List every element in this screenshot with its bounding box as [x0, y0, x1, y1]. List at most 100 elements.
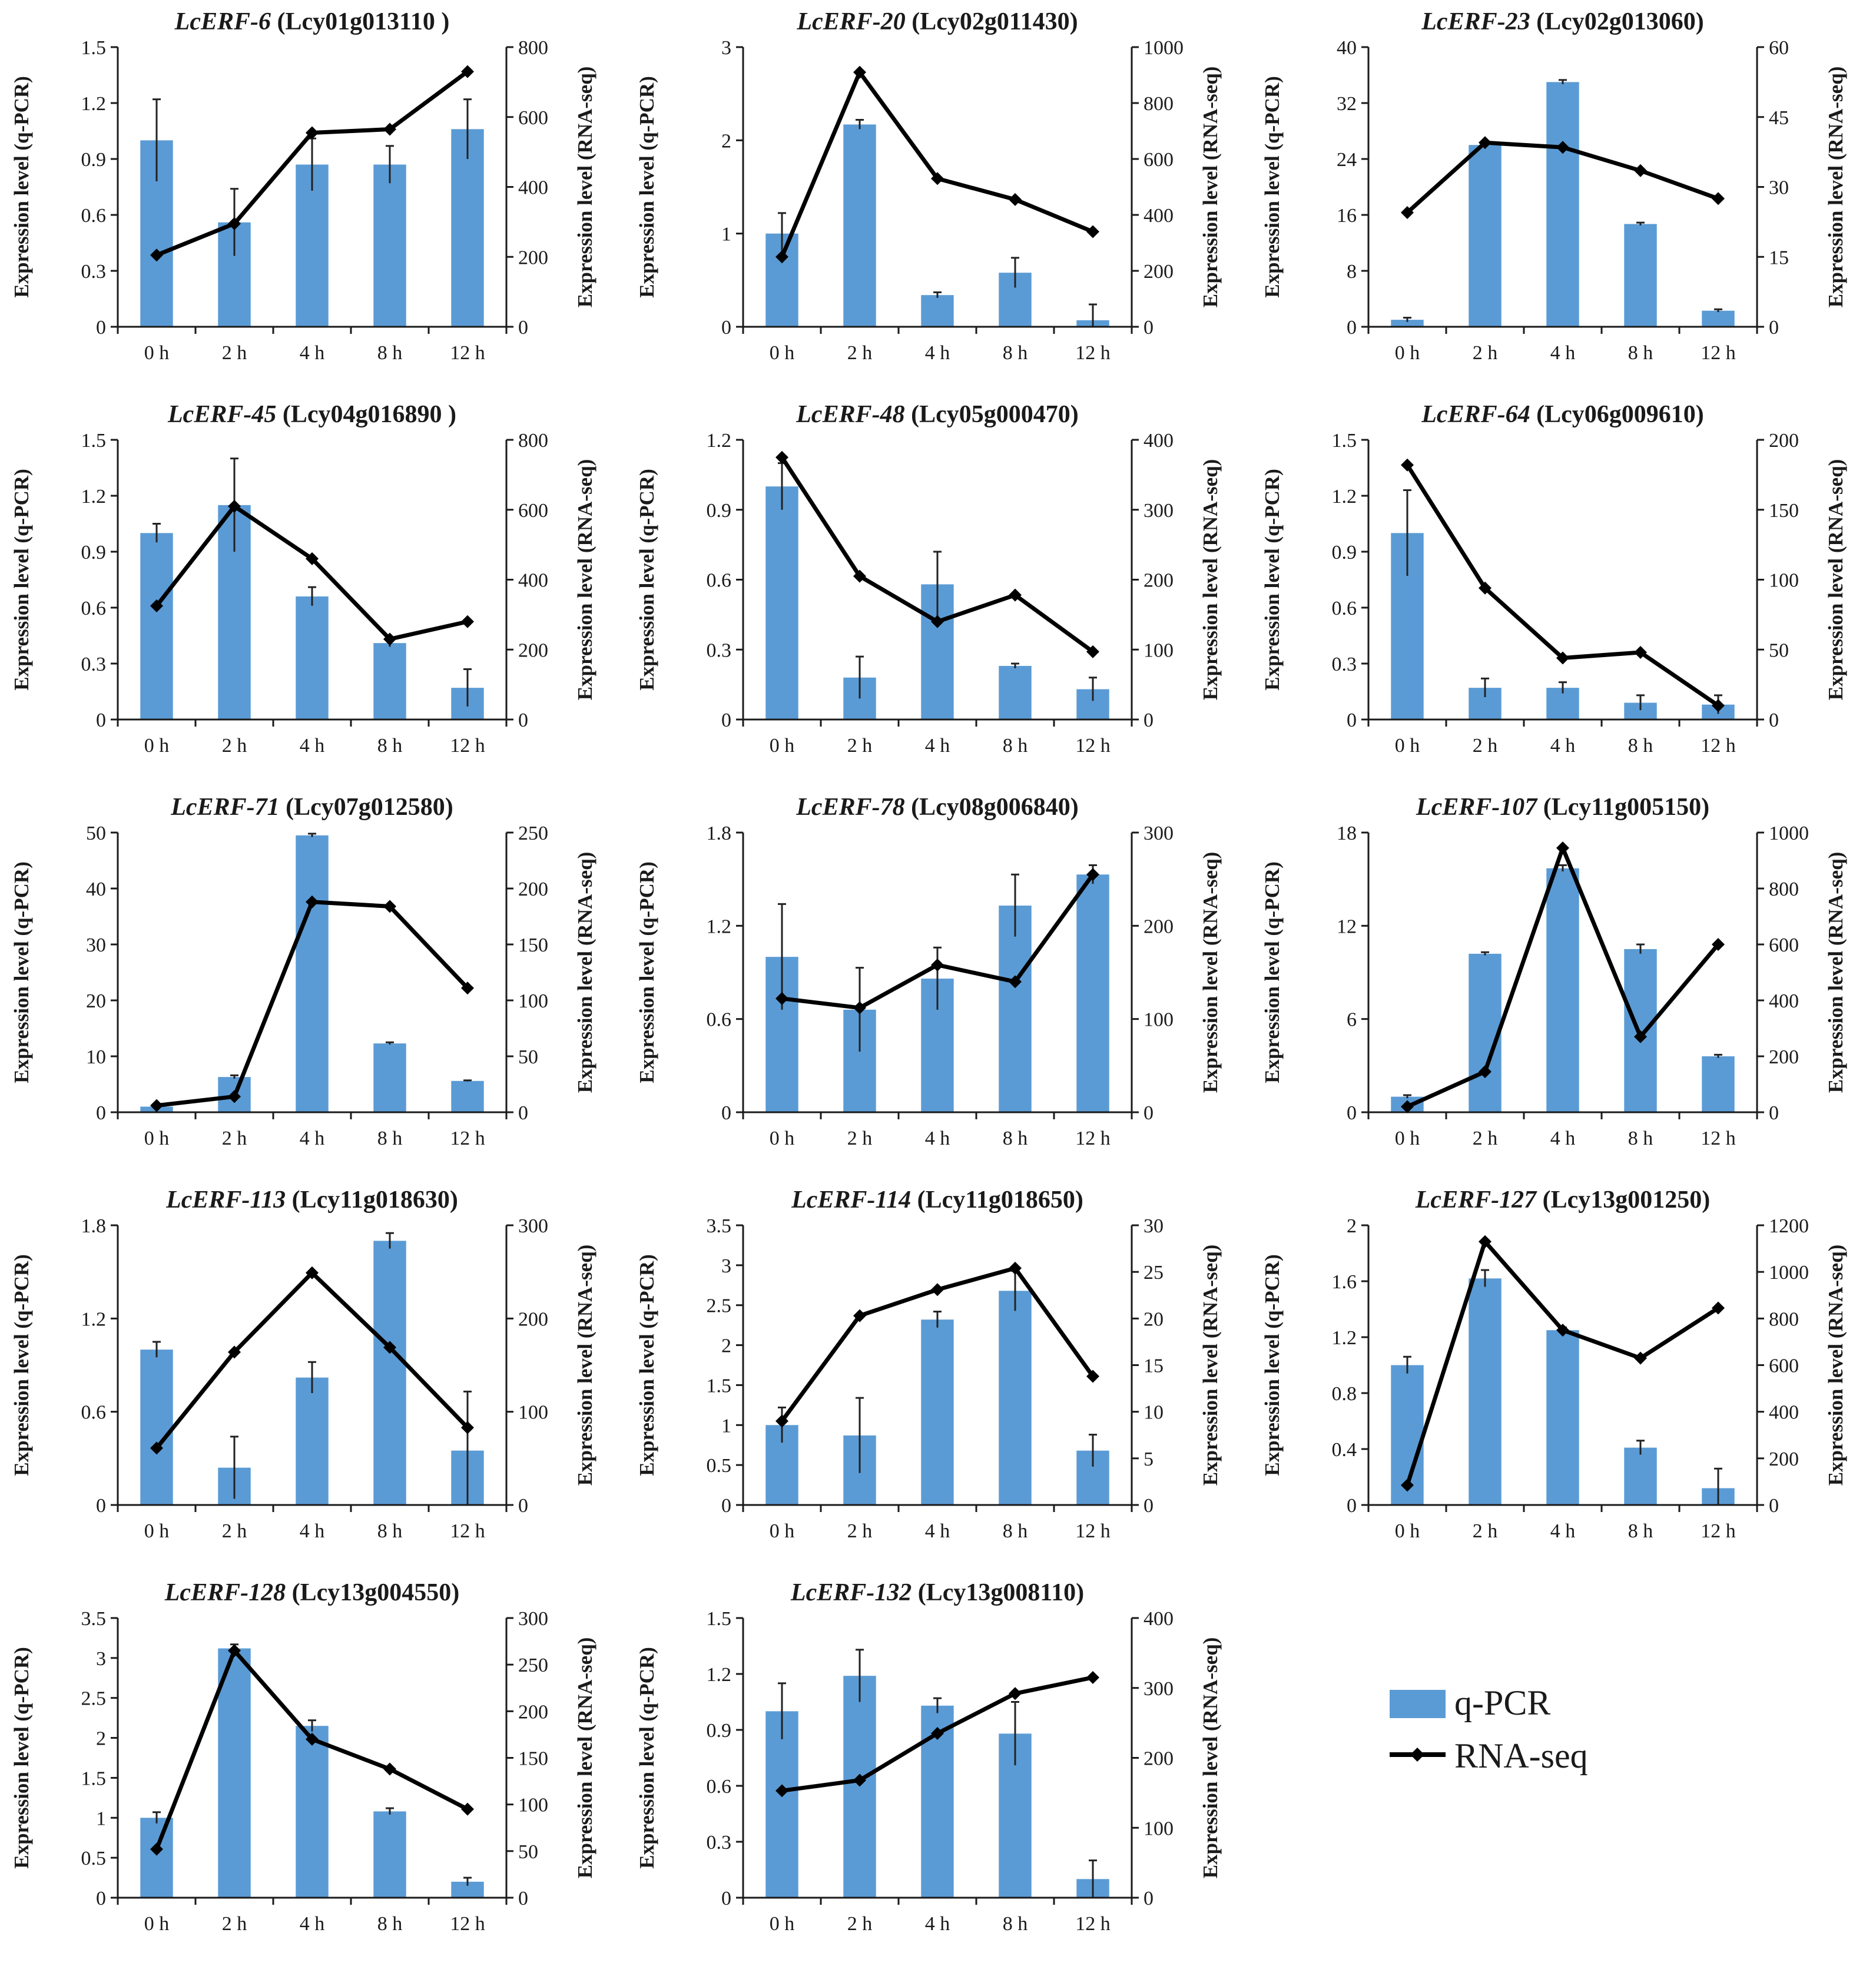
right-tick-label: 100 [1144, 1818, 1174, 1839]
right-axis-label: Expression level (RNA-seq) [574, 67, 596, 308]
rnaseq-point [150, 1441, 163, 1455]
qpcr-bar [1469, 145, 1502, 327]
x-tick-label: 12 h [1075, 1520, 1111, 1542]
chart-title: LcERF-132 (Lcy13g008110) [790, 1579, 1084, 1606]
left-axis-label: Expression level (q-PCR) [1261, 469, 1284, 691]
rnaseq-point [461, 1421, 474, 1434]
qpcr-bar [843, 124, 876, 327]
x-tick-label: 8 h [377, 1520, 403, 1542]
right-tick-label: 150 [518, 1748, 548, 1770]
rnaseq-point [150, 1842, 163, 1856]
right-tick-label: 250 [518, 1655, 548, 1676]
x-tick-label: 8 h [377, 735, 403, 757]
x-tick-label: 2 h [847, 735, 873, 757]
rnaseq-point [383, 1341, 396, 1354]
right-tick-label: 200 [518, 247, 548, 268]
gene-name: LcERF-107 [1416, 794, 1538, 821]
rnaseq-point [853, 569, 866, 583]
chart-title: LcERF-20 (Lcy02g011430) [796, 8, 1078, 35]
rnaseq-point [775, 1414, 788, 1428]
x-tick-label: 0 h [770, 735, 795, 757]
rnaseq-point [931, 958, 944, 972]
left-tick-label: 0 [721, 1495, 731, 1517]
right-tick-label: 150 [518, 934, 548, 956]
right-tick-label: 600 [1769, 934, 1799, 956]
left-tick-label: 40 [1337, 37, 1357, 59]
qpcr-bar [451, 129, 484, 327]
x-tick-label: 2 h [1473, 1520, 1498, 1542]
x-tick-label: 8 h [1003, 1520, 1028, 1542]
chart-svg: LcERF-6 (Lcy01g013110 ) 0 0.3 0.6 0.9 1.2 1.5 0… [10, 8, 596, 364]
left-tick-label: 24 [1337, 149, 1357, 171]
rnaseq-point [1634, 164, 1647, 177]
rnaseq-point [1401, 1100, 1414, 1113]
rnaseq-point [1634, 1030, 1647, 1043]
left-tick-label: 3 [96, 1648, 106, 1670]
x-tick-label: 4 h [1550, 735, 1576, 757]
right-tick-label: 400 [1769, 1402, 1799, 1424]
left-tick-label: 3 [721, 37, 731, 59]
qpcr-bar [373, 1043, 406, 1112]
left-tick-label: 0.3 [707, 639, 732, 661]
chart-panel: LcERF-78 (Lcy08g006840) 0 0.6 1.2 1.8 0 100 200… [625, 785, 1251, 1178]
left-tick-label: 2 [721, 130, 731, 152]
gene-id: (Lcy13g008110) [912, 1579, 1084, 1606]
left-tick-label: 1.2 [81, 1308, 107, 1330]
gene-name: LcERF-132 [790, 1579, 912, 1606]
right-axis-label: Expression level (RNA-seq) [1824, 459, 1847, 701]
left-tick-label: 1.5 [707, 1375, 732, 1397]
rnaseq-point [1556, 651, 1569, 665]
rnaseq-point [228, 499, 241, 513]
qpcr-bar [451, 1080, 484, 1112]
left-axis-label: Expression level (q-PCR) [1261, 76, 1284, 298]
left-tick-label: 0 [96, 1888, 106, 1909]
qpcr-bar [1624, 224, 1657, 327]
left-tick-label: 1 [96, 1808, 106, 1829]
left-tick-label: 0 [721, 710, 731, 731]
x-tick-label: 8 h [1628, 342, 1653, 364]
chart-svg: LcERF-128 (Lcy13g004550) 0 0.5 1 1.5 2 2.5 3 3.5… [10, 1579, 596, 1935]
left-tick-label: 0 [721, 1888, 731, 1909]
right-tick-label: 0 [1144, 317, 1154, 339]
right-tick-label: 100 [1769, 570, 1799, 592]
qpcr-bar [140, 1818, 173, 1898]
rnaseq-point [1086, 645, 1099, 658]
left-axis-label: Expression level (q-PCR) [635, 1254, 658, 1476]
rnaseq-point [1634, 1351, 1647, 1365]
left-tick-label: 0 [1347, 317, 1357, 339]
chart-svg: LcERF-113 (Lcy11g018630) 0 0.6 1.2 1.8 0 100 20… [10, 1186, 596, 1542]
rnaseq-point [853, 65, 866, 79]
chart-panel: LcERF-23 (Lcy02g013060) 0 8 16 24 32 40 0 15 30 45… [1251, 0, 1876, 393]
gene-name: LcERF-64 [1421, 401, 1530, 428]
right-tick-label: 300 [518, 1608, 548, 1630]
right-tick-label: 200 [518, 639, 548, 661]
right-tick-label: 400 [518, 177, 548, 199]
left-tick-label: 0.6 [707, 1009, 732, 1031]
gene-id: (Lcy07g012580) [280, 794, 453, 821]
left-tick-label: 3.5 [707, 1215, 732, 1237]
right-tick-label: 15 [1769, 247, 1789, 268]
left-tick-label: 1.2 [707, 1664, 732, 1686]
x-tick-label: 8 h [1003, 1128, 1028, 1149]
qpcr-bar [843, 1676, 876, 1898]
right-axis-label: Expression level (RNA-seq) [1824, 852, 1847, 1093]
left-axis-label: Expression level (q-PCR) [10, 861, 33, 1083]
qpcr-bar [1546, 82, 1579, 327]
right-tick-label: 100 [1144, 639, 1174, 661]
gene-id: (Lcy13g001250) [1536, 1186, 1710, 1214]
qpcr-bar [1469, 953, 1502, 1112]
rnaseq-point [1712, 192, 1725, 205]
gene-name: LcERF-48 [796, 401, 904, 428]
left-tick-label: 3 [721, 1255, 731, 1277]
right-tick-label: 300 [1144, 1678, 1174, 1700]
rnaseq-point [383, 632, 396, 646]
left-axis-label: Expression level (q-PCR) [635, 76, 658, 298]
x-tick-label: 8 h [377, 1913, 403, 1935]
right-tick-label: 200 [518, 878, 548, 900]
chart-title: LcERF-45 (Lcy04g016890 ) [167, 401, 456, 428]
legend-line-label: RNA-seq [1454, 1736, 1588, 1775]
right-tick-label: 60 [1769, 37, 1789, 59]
rnaseq-line [780, 70, 1094, 258]
right-tick-label: 800 [1769, 1308, 1799, 1330]
right-tick-label: 800 [518, 37, 548, 59]
